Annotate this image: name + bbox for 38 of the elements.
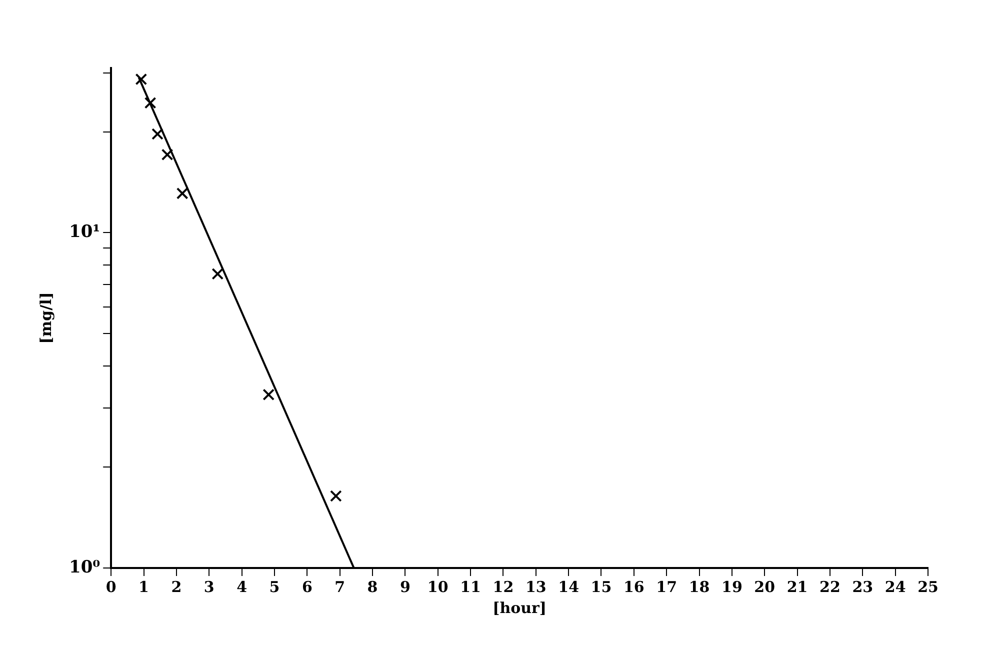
- x-tick-label: 6: [302, 578, 312, 596]
- x-axis-title: [hour]: [492, 598, 547, 617]
- x-tick-label: 15: [590, 578, 612, 596]
- x-tick-label: 11: [460, 578, 481, 596]
- x-tick-label: 5: [269, 578, 280, 596]
- point: [330, 490, 342, 502]
- x-tick-label: 19: [722, 578, 742, 596]
- x-tick-label: 20: [754, 578, 776, 596]
- x-tick-label: 23: [852, 578, 874, 596]
- x-tick-label: 12: [492, 578, 514, 596]
- x-tick-label: 17: [656, 578, 678, 596]
- x-tick-label: 0: [106, 578, 116, 596]
- point: [144, 96, 156, 109]
- x-tick-label: 13: [525, 578, 546, 596]
- x-tick-label: 10: [427, 578, 448, 596]
- x-tick-label: 21: [786, 578, 808, 596]
- x-tick-label: 4: [236, 578, 248, 596]
- y-tick-label: 10⁰: [68, 557, 100, 578]
- x-tick-label: 9: [400, 578, 410, 596]
- point: [176, 187, 188, 200]
- x-tick-label: 8: [367, 578, 378, 596]
- x-tick-label: 7: [334, 578, 346, 596]
- point: [135, 73, 148, 86]
- x-tick-label: 25: [918, 578, 938, 596]
- point: [212, 268, 224, 280]
- point: [152, 128, 164, 140]
- y-tick-label: 10¹: [68, 222, 100, 242]
- point: [161, 148, 174, 161]
- x-tick-label: 24: [884, 578, 906, 596]
- x-tick-label: 2: [171, 578, 182, 596]
- x-tick-label: 14: [558, 578, 580, 596]
- y-axis-title: [mg/l]: [36, 292, 55, 344]
- x-tick-label: 1: [138, 578, 149, 596]
- x-tick-label: 16: [623, 578, 644, 596]
- x-tick-label: 3: [204, 578, 214, 596]
- x-tick-label: 22: [820, 578, 840, 596]
- point: [262, 388, 275, 401]
- x-tick-label: 18: [688, 578, 710, 596]
